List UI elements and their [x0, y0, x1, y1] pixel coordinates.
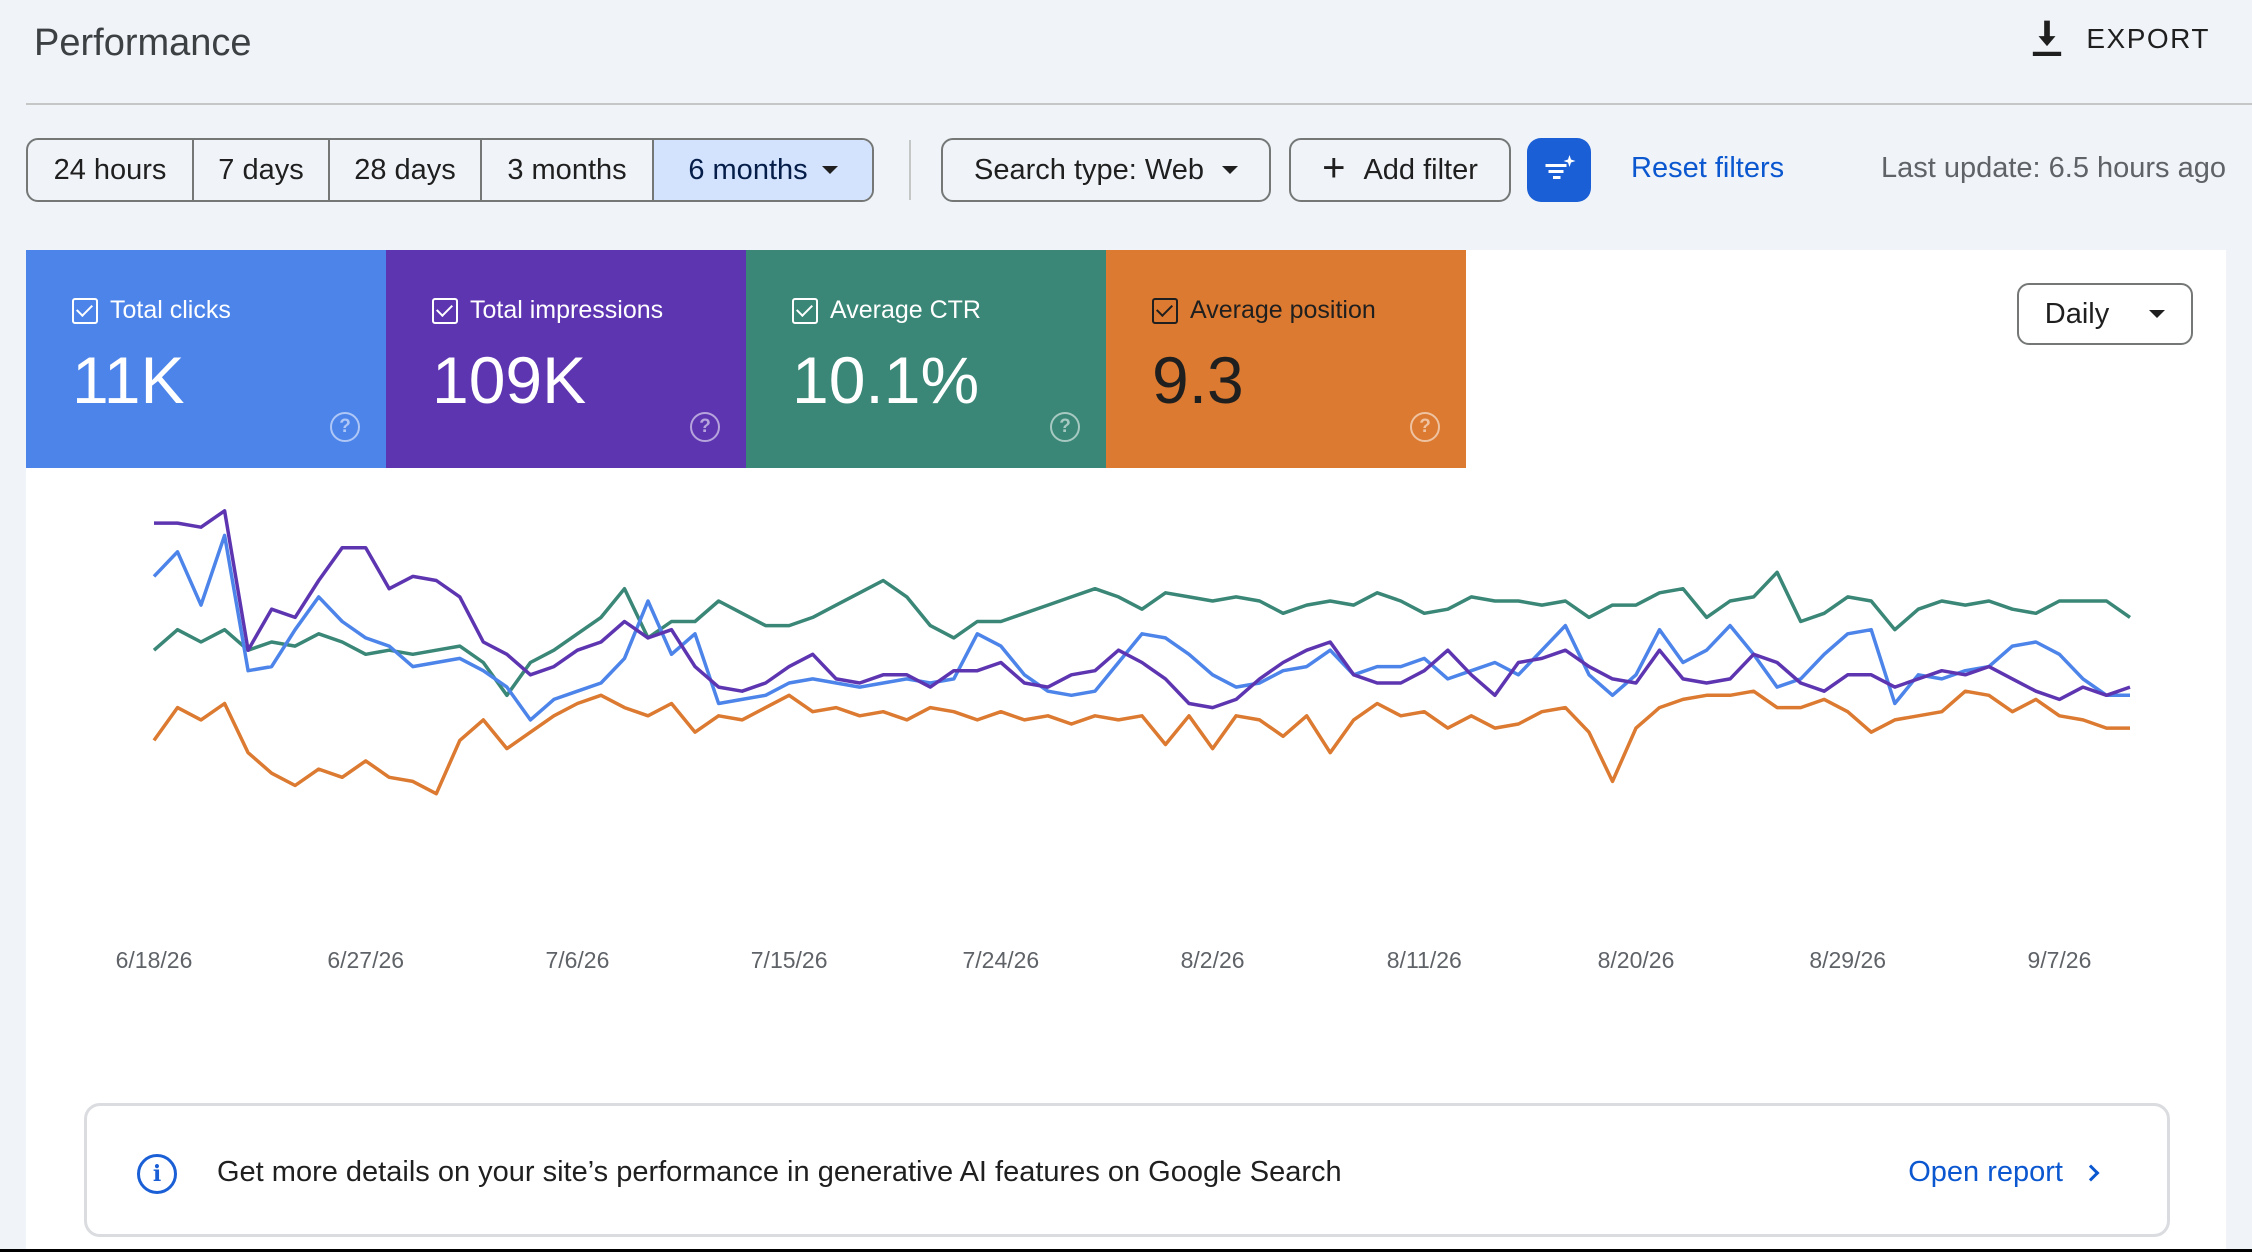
x-tick-label: 8/11/26	[1387, 947, 1462, 973]
help-icon[interactable]: ?	[330, 412, 360, 442]
x-tick-label: 8/20/26	[1598, 947, 1675, 973]
help-icon[interactable]: ?	[690, 412, 720, 442]
banner-text: Get more details on your site’s performa…	[217, 1156, 1342, 1188]
checkbox-icon	[432, 297, 458, 324]
help-icon[interactable]: ?	[1410, 412, 1440, 442]
metric-total-clicks[interactable]: Total clicks 11K ?	[26, 250, 386, 468]
performance-card: Total clicks 11K ? Total impressions 109…	[26, 250, 2226, 1252]
x-tick-label: 7/15/26	[751, 947, 828, 973]
series-line-average-position	[152, 689, 2130, 796]
bottom-edge	[0, 1249, 2252, 1252]
export-label: EXPORT	[2086, 23, 2210, 54]
checkbox-icon	[1152, 297, 1178, 324]
plus-icon: +	[1322, 146, 1346, 190]
x-tick-label: 6/27/26	[327, 947, 404, 973]
toolbar: 24 hours 7 days 28 days 3 months 6 month…	[26, 138, 2252, 202]
range-7-days[interactable]: 7 days	[194, 140, 330, 200]
chevron-down-icon	[821, 166, 838, 174]
last-update-text: Last update: 6.5 hours ago	[1880, 152, 2226, 184]
metric-total-impressions[interactable]: Total impressions 109K ?	[386, 250, 746, 468]
header-divider	[26, 103, 2252, 105]
metric-value: 9.3	[1152, 343, 1244, 417]
date-range-selector: 24 hours 7 days 28 days 3 months 6 month…	[26, 138, 874, 202]
reset-filters-link[interactable]: Reset filters	[1631, 152, 1785, 184]
range-3-months[interactable]: 3 months	[482, 140, 654, 200]
performance-chart: 6/18/26 6/27/26 7/6/26 7/15/26 7/24/26 8/2/26…	[116, 509, 2132, 973]
series-line-total-clicks	[152, 533, 2130, 722]
x-tick-label: 8/2/26	[1181, 947, 1245, 973]
chevron-down-icon	[1221, 166, 1238, 174]
range-24-hours[interactable]: 24 hours	[28, 140, 194, 200]
checkbox-icon	[72, 297, 98, 324]
checkbox-icon	[792, 297, 818, 324]
search-type-dropdown[interactable]: Search type: Web	[941, 138, 1271, 202]
download-icon	[2033, 20, 2062, 56]
metric-average-ctr[interactable]: Average CTR 10.1% ?	[746, 250, 1106, 468]
metric-average-position[interactable]: Average position 9.3 ?	[1106, 250, 1466, 468]
help-icon[interactable]: ?	[1050, 412, 1080, 442]
series-line-total-impressions	[154, 509, 2131, 710]
ai-features-banner: i Get more details on your site’s perfor…	[84, 1103, 2170, 1237]
x-tick-label: 8/29/26	[1809, 947, 1886, 973]
export-button[interactable]: EXPORT	[2030, 20, 2210, 58]
ai-filter-button[interactable]	[1527, 138, 1591, 202]
x-tick-label: 7/6/26	[545, 947, 609, 973]
add-filter-button[interactable]: + Add filter	[1289, 138, 1511, 202]
metric-value: 10.1%	[792, 343, 980, 417]
x-tick-label: 7/24/26	[962, 947, 1039, 973]
info-icon: i	[137, 1154, 177, 1194]
metric-value: 11K	[72, 343, 185, 417]
x-tick-label: 9/7/26	[2027, 947, 2091, 973]
x-tick-label: 6/18/26	[116, 947, 193, 973]
range-28-days[interactable]: 28 days	[330, 140, 482, 200]
sparkle-filter-icon	[1545, 155, 1576, 179]
metric-value: 109K	[432, 343, 587, 417]
open-report-link[interactable]: Open report	[1908, 1156, 2100, 1189]
chevron-right-icon	[2082, 1164, 2100, 1181]
chevron-down-icon	[2149, 310, 2166, 318]
series-line-average-ctr	[152, 570, 2132, 698]
toolbar-separator	[909, 140, 911, 200]
page-title: Performance	[34, 22, 252, 64]
range-6-months[interactable]: 6 months	[654, 140, 872, 200]
granularity-dropdown[interactable]: Daily	[2017, 283, 2193, 345]
